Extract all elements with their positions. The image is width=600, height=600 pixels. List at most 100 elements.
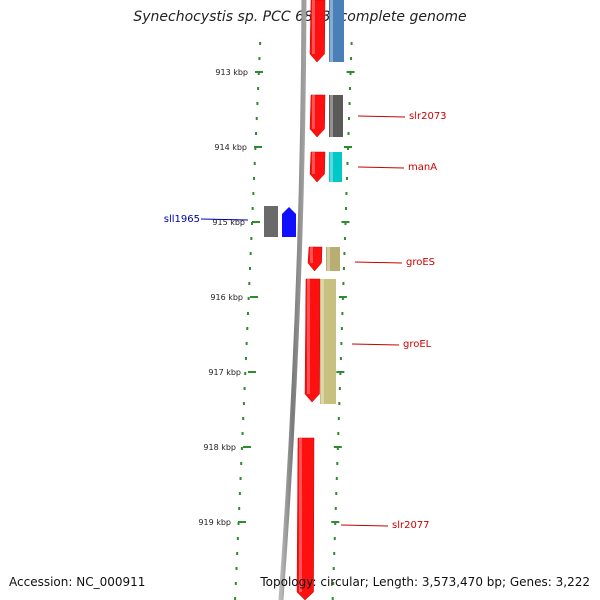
tick-label: 916 kbp — [210, 293, 243, 302]
track-dot — [244, 357, 247, 360]
gene-label-leader — [351, 343, 400, 346]
track-dot — [333, 552, 336, 555]
tick-mark-right — [341, 221, 350, 223]
gene-label-sll1965: sll1965 — [164, 214, 200, 225]
track-dot — [334, 507, 337, 510]
category-gene-box — [329, 95, 343, 137]
track-dot — [242, 417, 245, 420]
accession-text: Accession: NC_000911 — [9, 575, 146, 589]
category-gene-box — [329, 152, 342, 182]
genome-backbone — [278, 0, 307, 600]
track-dot — [254, 147, 257, 150]
kbp-ticks: 913 kbp 914 kbp 915 kbp 916 kbp 917 kbp 918 k… — [198, 68, 355, 527]
tick-label: 919 kbp — [198, 518, 231, 527]
track-dot — [239, 477, 242, 480]
track-dot — [349, 87, 352, 90]
category-box-highlight — [327, 247, 330, 271]
track-dot — [337, 432, 340, 435]
track-dot — [250, 237, 253, 240]
track-dot — [335, 477, 338, 480]
track-dot — [238, 492, 241, 495]
gene-label-groEL: groEL — [403, 339, 432, 350]
gene-arrow-highlight — [312, 0, 315, 54]
tick-label: 913 kbp — [215, 68, 248, 77]
track-dot — [251, 222, 254, 225]
track-dot — [343, 237, 346, 240]
tick-label: 914 kbp — [214, 143, 247, 152]
left-tick-dot-track — [234, 42, 262, 600]
track-dot — [341, 312, 344, 315]
track-dot — [235, 567, 238, 570]
track-dot — [253, 162, 256, 165]
track-dot — [257, 87, 260, 90]
genome-summary-text: Topology: circular; Length: 3,573,470 bp… — [260, 575, 590, 589]
track-dot — [340, 327, 343, 330]
track-dot — [241, 432, 244, 435]
tick-label: 917 kbp — [208, 368, 241, 377]
gene-arrow-highlight — [312, 152, 315, 174]
category-gene-box — [326, 247, 340, 271]
gene-arrow-highlight — [310, 247, 313, 263]
gene-label-leader — [357, 166, 405, 169]
tick-mark-left — [243, 446, 251, 448]
track-dot — [344, 222, 347, 225]
track-dot — [337, 417, 340, 420]
track-dot — [256, 102, 259, 105]
track-dot — [349, 72, 352, 75]
gene-label-groES: groES — [406, 257, 435, 268]
track-dot — [252, 192, 255, 195]
track-dot — [332, 567, 335, 570]
track-dot — [247, 297, 250, 300]
track-dot — [242, 402, 245, 405]
track-dot — [237, 522, 240, 525]
track-dot — [336, 462, 339, 465]
tick-mark-right — [333, 446, 342, 448]
track-dot — [339, 372, 342, 375]
tick-mark-left — [248, 371, 256, 373]
tick-mark-left — [238, 521, 246, 523]
track-dot — [246, 327, 249, 330]
tick-mark-left — [255, 71, 263, 73]
track-dot — [336, 447, 339, 450]
tick-mark-right — [331, 521, 340, 523]
category-box-highlight — [330, 152, 333, 182]
right-tick-dot-track — [331, 42, 353, 600]
reverse-gene-arrow — [282, 207, 296, 237]
track-dot — [334, 522, 337, 525]
category-box-highlight — [330, 95, 333, 137]
tick-mark-left — [254, 146, 262, 148]
track-dot — [348, 117, 351, 120]
track-dot — [343, 252, 346, 255]
track-dot — [257, 72, 260, 75]
gene-arrow-highlight — [312, 95, 315, 129]
track-dot — [347, 132, 350, 135]
reverse-gene-category-box — [264, 206, 278, 237]
track-dot — [245, 342, 248, 345]
track-dot — [238, 507, 241, 510]
gene-label-leader — [200, 218, 249, 221]
reverse-strand-genes — [264, 206, 296, 237]
track-dot — [350, 57, 353, 60]
track-dot — [240, 447, 243, 450]
track-dot — [335, 492, 338, 495]
track-dot — [333, 537, 336, 540]
category-track-genes — [320, 0, 344, 404]
track-dot — [332, 582, 335, 585]
map-title: Synechocystis sp. PCC 6803, complete gen… — [133, 9, 467, 25]
category-box-highlight — [330, 0, 333, 62]
track-dot — [240, 462, 243, 465]
track-dot — [345, 192, 348, 195]
gene-label-leader — [340, 524, 389, 527]
track-dot — [348, 102, 351, 105]
track-dot — [344, 207, 347, 210]
track-dot — [338, 402, 341, 405]
track-dot — [342, 282, 345, 285]
tick-label: 915 kbp — [212, 218, 245, 227]
track-dot — [340, 342, 343, 345]
tick-label: 918 kbp — [203, 443, 236, 452]
track-dot — [234, 597, 237, 600]
track-dot — [342, 267, 345, 270]
track-dot — [248, 282, 251, 285]
